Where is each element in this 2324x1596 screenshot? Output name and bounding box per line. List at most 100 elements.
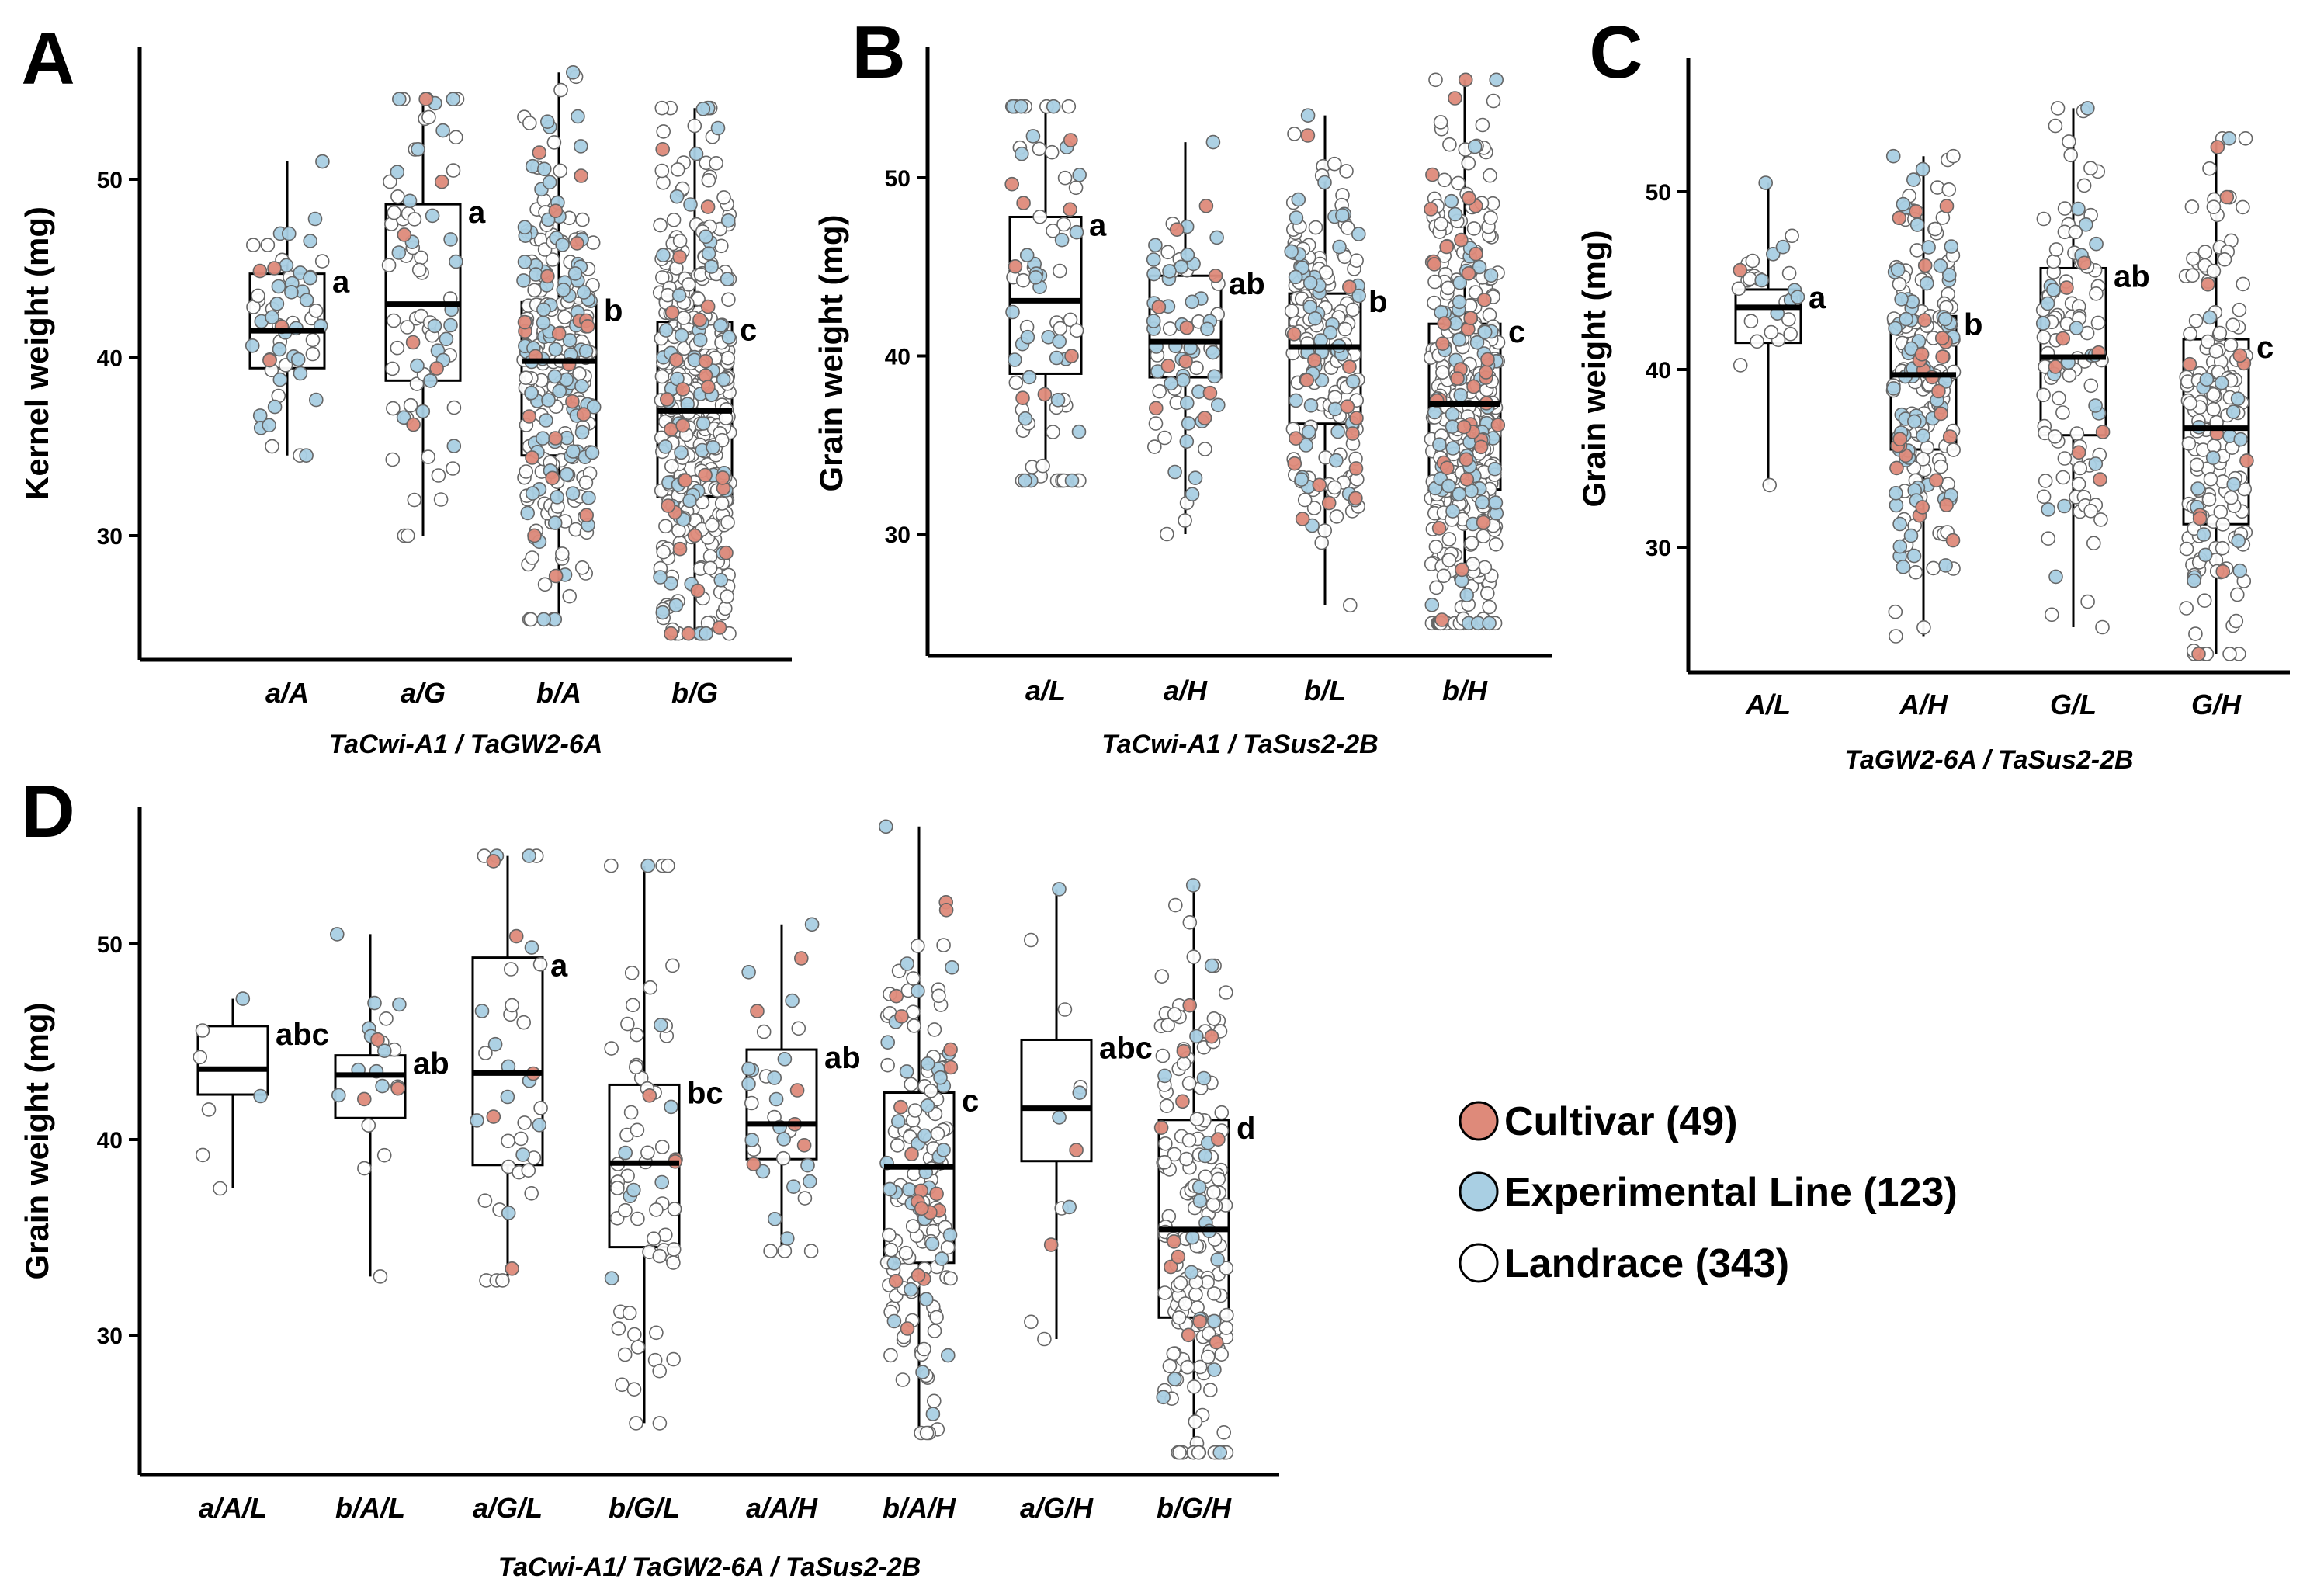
data-point-landrace	[1916, 619, 1931, 635]
data-point-landrace	[611, 1321, 626, 1336]
data-point-experimental	[1212, 1445, 1227, 1460]
data-point-cultivar	[1043, 1237, 1059, 1252]
data-point-landrace	[929, 1310, 944, 1325]
y-tick-label: 40	[885, 345, 911, 370]
box-group: abc	[193, 991, 329, 1196]
data-point-cultivar	[700, 299, 716, 314]
y-tick-label: 40	[97, 346, 123, 372]
data-point-cultivar	[1197, 411, 1212, 425]
data-point-experimental	[536, 315, 551, 331]
data-point-landrace	[2083, 378, 2099, 394]
data-point-experimental	[2202, 310, 2218, 325]
y-tick-label: 40	[1646, 358, 1671, 383]
data-point-landrace	[1167, 1007, 1182, 1022]
data-point-landrace	[1046, 425, 1060, 439]
data-point-landrace	[1057, 1002, 1073, 1017]
y-tick-label: 50	[97, 168, 123, 193]
data-point-landrace	[421, 449, 435, 464]
data-point-landrace	[195, 1023, 210, 1038]
data-point-landrace	[1908, 564, 1923, 580]
data-point-experimental	[669, 189, 685, 204]
data-point-landrace	[626, 1382, 642, 1396]
data-point-experimental	[674, 445, 689, 460]
data-point-landrace	[2063, 147, 2078, 163]
data-point-experimental	[767, 1212, 782, 1226]
data-point-experimental	[1198, 1148, 1212, 1164]
data-point-landrace	[640, 1145, 655, 1161]
data-point-landrace	[930, 1126, 945, 1141]
y-tick-label: 50	[1646, 180, 1671, 206]
data-point-experimental	[517, 255, 532, 269]
data-point-cultivar	[904, 1147, 919, 1161]
data-point-experimental	[919, 1292, 934, 1307]
data-point-landrace	[1488, 536, 1504, 552]
box-group: abc	[1020, 882, 1153, 1347]
significance-label: c	[740, 314, 757, 348]
data-point-landrace	[1157, 1285, 1172, 1300]
data-point-landrace	[1892, 276, 1907, 292]
data-point-experimental	[1028, 269, 1043, 285]
data-point-landrace	[2057, 201, 2073, 216]
box	[1008, 215, 1083, 375]
data-point-landrace	[907, 1103, 923, 1118]
data-point-landrace	[775, 1150, 791, 1166]
significance-label: a	[1089, 208, 1107, 242]
data-point-landrace	[1475, 117, 1490, 133]
significance-label: bc	[687, 1076, 723, 1110]
data-point-landrace	[2183, 326, 2197, 342]
data-point-landrace	[717, 601, 733, 616]
data-point-experimental	[1424, 597, 1440, 612]
data-point-experimental	[299, 293, 314, 307]
data-point-landrace	[2185, 268, 2200, 283]
box-group: ab	[741, 917, 861, 1258]
data-point-cultivar	[406, 417, 421, 432]
data-point-cultivar	[548, 568, 564, 584]
data-point-experimental	[640, 858, 656, 873]
data-point-landrace	[1180, 1359, 1195, 1375]
data-point-experimental	[253, 1088, 268, 1104]
data-point-cultivar	[525, 450, 539, 465]
data-point-landrace	[1162, 321, 1178, 336]
data-point-experimental	[941, 1348, 956, 1363]
data-point-experimental	[1892, 539, 1908, 554]
box-group: c	[879, 819, 979, 1441]
data-point-landrace	[927, 1324, 942, 1338]
data-point-experimental	[410, 358, 425, 373]
data-point-experimental	[2199, 372, 2215, 387]
data-point-landrace	[630, 1211, 645, 1226]
data-point-landrace	[478, 1046, 493, 1060]
data-point-experimental	[525, 158, 540, 174]
data-point-experimental	[1175, 373, 1191, 388]
data-point-cultivar	[1004, 176, 1019, 192]
data-point-landrace	[390, 189, 405, 204]
data-point-experimental	[921, 1056, 935, 1071]
data-point-experimental	[933, 1070, 948, 1085]
data-point-cultivar	[1466, 379, 1481, 394]
data-point-cultivar	[746, 1157, 761, 1171]
x-tick-label: b/A/H	[883, 1492, 956, 1524]
data-point-landrace	[513, 1131, 529, 1147]
data-point-landrace	[911, 939, 925, 953]
data-point-experimental	[1162, 264, 1177, 279]
data-point-landrace	[1441, 280, 1455, 296]
data-point-experimental	[1205, 134, 1221, 150]
x-tick-label: G/L	[2050, 689, 2097, 720]
data-point-landrace	[477, 1193, 493, 1208]
data-point-experimental	[704, 259, 719, 274]
box	[196, 1025, 269, 1096]
data-point-experimental	[1452, 275, 1467, 290]
data-point-cultivar	[548, 431, 563, 446]
data-point-experimental	[375, 1078, 390, 1094]
data-point-landrace	[1482, 599, 1497, 615]
data-point-experimental	[1889, 485, 1903, 501]
data-point-landrace	[2046, 254, 2061, 269]
legend-label-experimental: Experimental Line (123)	[1504, 1170, 1958, 1215]
data-point-landrace	[1154, 969, 1170, 984]
data-point-landrace	[656, 544, 671, 560]
data-point-experimental	[1329, 453, 1344, 468]
data-point-experimental	[1289, 393, 1303, 408]
data-point-landrace	[1916, 452, 1930, 467]
data-point-experimental	[1332, 239, 1347, 255]
data-point-landrace	[2223, 338, 2239, 352]
